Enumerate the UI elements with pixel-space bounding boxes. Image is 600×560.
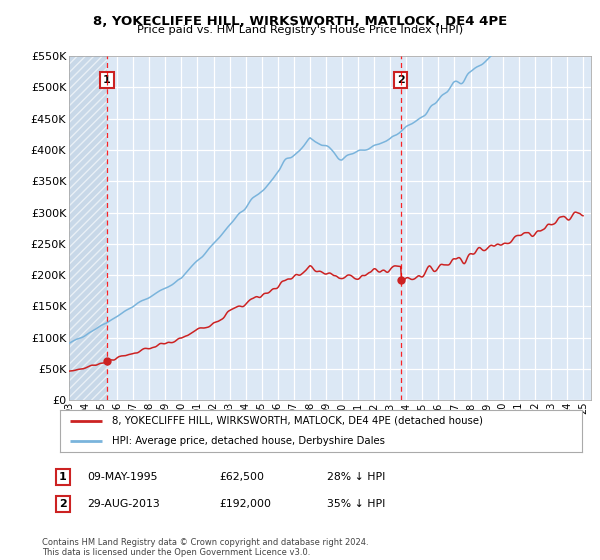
Text: 8, YOKECLIFFE HILL, WIRKSWORTH, MATLOCK, DE4 4PE (detached house): 8, YOKECLIFFE HILL, WIRKSWORTH, MATLOCK,… xyxy=(112,416,483,426)
Text: £62,500: £62,500 xyxy=(219,472,264,482)
Text: £192,000: £192,000 xyxy=(219,499,271,509)
Text: 2: 2 xyxy=(397,75,405,85)
Bar xyxy=(69,56,107,400)
Text: 8, YOKECLIFFE HILL, WIRKSWORTH, MATLOCK, DE4 4PE: 8, YOKECLIFFE HILL, WIRKSWORTH, MATLOCK,… xyxy=(93,15,507,27)
Text: 1: 1 xyxy=(103,75,111,85)
Text: 35% ↓ HPI: 35% ↓ HPI xyxy=(327,499,385,509)
Text: 29-AUG-2013: 29-AUG-2013 xyxy=(87,499,160,509)
Text: HPI: Average price, detached house, Derbyshire Dales: HPI: Average price, detached house, Derb… xyxy=(112,436,385,446)
Text: 2: 2 xyxy=(59,499,67,509)
Text: 1: 1 xyxy=(59,472,67,482)
Text: 09-MAY-1995: 09-MAY-1995 xyxy=(87,472,157,482)
Text: 28% ↓ HPI: 28% ↓ HPI xyxy=(327,472,385,482)
Bar xyxy=(69,56,107,400)
Text: Contains HM Land Registry data © Crown copyright and database right 2024.
This d: Contains HM Land Registry data © Crown c… xyxy=(42,538,368,557)
Text: Price paid vs. HM Land Registry's House Price Index (HPI): Price paid vs. HM Land Registry's House … xyxy=(137,25,463,35)
